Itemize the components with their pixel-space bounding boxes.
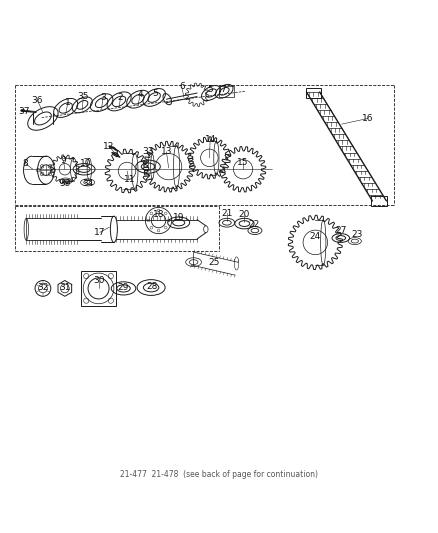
Bar bbox=[306, 88, 321, 98]
Text: 9: 9 bbox=[60, 156, 67, 165]
Text: 10: 10 bbox=[80, 159, 91, 168]
Text: 22: 22 bbox=[248, 220, 260, 229]
Text: 24: 24 bbox=[310, 232, 321, 241]
Text: 8: 8 bbox=[22, 159, 28, 168]
Text: 31: 31 bbox=[59, 283, 71, 292]
Text: 23: 23 bbox=[351, 230, 363, 239]
Bar bbox=[219, 86, 234, 96]
Text: 18: 18 bbox=[153, 211, 164, 219]
Text: 34: 34 bbox=[82, 179, 93, 188]
Text: 4: 4 bbox=[138, 90, 143, 99]
Text: 30: 30 bbox=[93, 276, 104, 285]
Text: 19: 19 bbox=[173, 213, 184, 222]
Text: 16: 16 bbox=[362, 114, 374, 123]
Text: 6: 6 bbox=[179, 83, 185, 92]
Ellipse shape bbox=[21, 109, 25, 112]
Bar bbox=[81, 271, 116, 306]
Text: 17: 17 bbox=[94, 228, 106, 237]
Text: 7: 7 bbox=[220, 85, 226, 94]
Text: 33: 33 bbox=[142, 147, 154, 156]
Text: 2: 2 bbox=[118, 93, 123, 102]
Text: 39: 39 bbox=[59, 179, 71, 188]
Text: 32: 32 bbox=[37, 283, 49, 292]
Text: 20: 20 bbox=[239, 211, 250, 219]
Text: 37: 37 bbox=[18, 107, 30, 116]
Text: 15: 15 bbox=[237, 158, 249, 167]
Text: 35: 35 bbox=[78, 92, 89, 101]
Text: 3: 3 bbox=[100, 93, 106, 102]
Text: 13: 13 bbox=[161, 147, 172, 156]
Bar bbox=[371, 197, 387, 206]
Text: 5: 5 bbox=[152, 89, 159, 98]
Text: 14: 14 bbox=[205, 135, 216, 144]
Text: 21-477  21-478  (see back of page for continuation): 21-477 21-478 (see back of page for cont… bbox=[120, 470, 318, 479]
Text: 5: 5 bbox=[207, 85, 213, 94]
Text: 11: 11 bbox=[124, 175, 135, 184]
Text: 27: 27 bbox=[335, 226, 346, 235]
Text: 21: 21 bbox=[221, 208, 233, 217]
Text: 12: 12 bbox=[103, 142, 114, 150]
Text: 29: 29 bbox=[118, 283, 129, 292]
Text: 28: 28 bbox=[147, 282, 158, 290]
Text: 25: 25 bbox=[208, 259, 219, 268]
Text: 36: 36 bbox=[32, 95, 43, 104]
Text: 1: 1 bbox=[65, 98, 71, 107]
